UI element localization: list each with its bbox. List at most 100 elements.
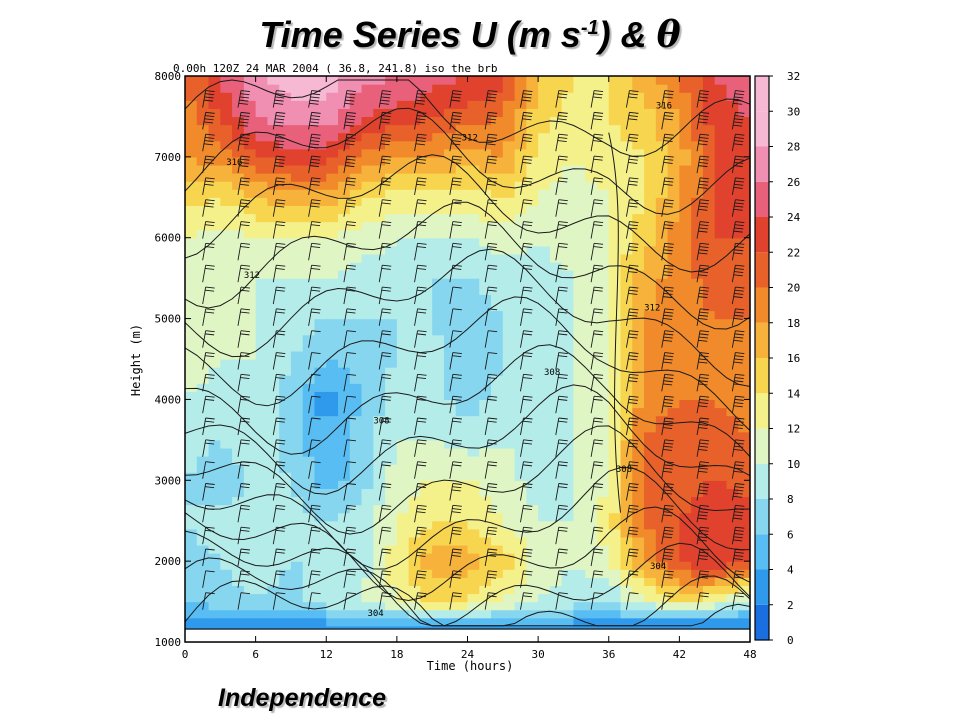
barb-flag	[487, 246, 497, 249]
barb-flag	[380, 99, 390, 102]
wind-barb	[343, 439, 356, 457]
barb-flag	[416, 355, 427, 358]
heatmap-cell	[361, 302, 374, 312]
heatmap-cell	[514, 609, 527, 619]
heatmap-cell	[279, 84, 292, 93]
heatmap-cell	[338, 213, 351, 223]
heatmap-cell	[385, 205, 398, 215]
wind-barb	[272, 592, 286, 610]
heatmap-cell	[408, 415, 422, 425]
heatmap-cell	[443, 181, 457, 190]
wind-barb	[696, 417, 710, 436]
barb-flag	[663, 467, 673, 470]
heatmap-cell	[314, 488, 327, 498]
heatmap-cell	[585, 140, 598, 150]
heatmap-cell	[679, 92, 692, 101]
heatmap-cell	[667, 286, 680, 295]
heatmap-cell	[185, 278, 198, 287]
barb-flag	[699, 224, 709, 227]
heatmap-cell	[679, 585, 692, 595]
barb-flag	[664, 352, 674, 354]
heatmap-cell	[608, 504, 622, 514]
heatmap-cell	[667, 270, 680, 279]
barb-flag	[276, 417, 286, 420]
barb-flag	[558, 311, 568, 314]
heatmap-cell	[220, 415, 233, 425]
heatmap-cell	[655, 197, 669, 206]
heatmap-cell	[702, 173, 716, 182]
heatmap-cell	[549, 431, 563, 441]
heatmap-cell	[385, 472, 398, 481]
heatmap-cell	[443, 205, 457, 215]
heatmap-cell	[667, 148, 680, 158]
heatmap-cell	[726, 278, 739, 287]
heatmap-cell	[596, 544, 610, 554]
heatmap-cell	[338, 367, 351, 376]
heatmap-cell	[561, 520, 575, 530]
barb-flag	[452, 330, 462, 333]
barb-flag	[310, 136, 321, 139]
heatmap-cell	[502, 132, 516, 142]
barb-flag	[488, 395, 498, 398]
wind-barb	[202, 221, 215, 239]
heatmap-cell	[338, 197, 351, 206]
heatmap-cell	[396, 197, 410, 206]
barb-flag	[240, 551, 250, 554]
heatmap-cell	[549, 261, 563, 271]
barb-flag	[311, 155, 321, 158]
heatmap-cell	[632, 528, 645, 538]
heatmap-cell	[549, 173, 563, 182]
heatmap-cell	[644, 472, 657, 481]
heatmap-cell	[455, 124, 469, 134]
heatmap-cell	[432, 342, 445, 352]
barb-flag	[629, 395, 639, 398]
barb-flag	[205, 177, 215, 180]
heatmap-cell	[467, 76, 480, 85]
barb-flag	[629, 177, 639, 180]
barb-flag	[275, 551, 285, 554]
heatmap-cell	[655, 173, 669, 182]
barb-flag	[487, 180, 497, 183]
heatmap-cell	[573, 512, 586, 522]
heatmap-cell	[196, 205, 210, 215]
barb-flag	[381, 551, 391, 554]
heatmap-cell	[349, 164, 363, 174]
heatmap-cell	[326, 310, 339, 320]
heatmap-cell	[432, 108, 445, 118]
heatmap-cell	[502, 415, 516, 425]
heatmap-cell	[361, 261, 374, 271]
wind-barb	[272, 483, 286, 501]
barb-flag	[664, 330, 674, 333]
heatmap-cell	[561, 528, 575, 538]
heatmap-cell	[467, 504, 480, 514]
heatmap-cell	[232, 350, 245, 360]
heatmap-cell	[549, 553, 563, 562]
heatmap-cell	[385, 156, 398, 166]
heatmap-cell	[561, 116, 575, 126]
heatmap-cell	[290, 504, 304, 514]
wind-barb	[308, 395, 321, 414]
heatmap-cell	[232, 464, 245, 473]
wind-barb	[590, 526, 604, 545]
barb-flag	[488, 570, 498, 573]
barb-flag	[523, 439, 533, 442]
heatmap-cell	[538, 520, 551, 530]
heatmap-cell	[667, 488, 680, 498]
heatmap-cell	[514, 310, 527, 320]
heatmap-cell	[243, 318, 257, 328]
heatmap-cell	[455, 189, 469, 198]
heatmap-cell	[608, 585, 622, 595]
heatmap-cell	[561, 92, 575, 101]
heatmap-cell	[396, 593, 410, 603]
heatmap-cell	[691, 391, 704, 401]
heatmap-cell	[549, 544, 563, 554]
heatmap-cell	[361, 253, 374, 263]
wind-barb	[343, 90, 356, 108]
barb-staff	[308, 461, 313, 479]
heatmap-cell	[561, 237, 575, 247]
heatmap-cell	[267, 76, 280, 85]
heatmap-cell	[314, 261, 327, 271]
heatmap-cell	[667, 536, 680, 546]
heatmap-cell	[455, 237, 469, 247]
heatmap-cell	[585, 520, 598, 530]
